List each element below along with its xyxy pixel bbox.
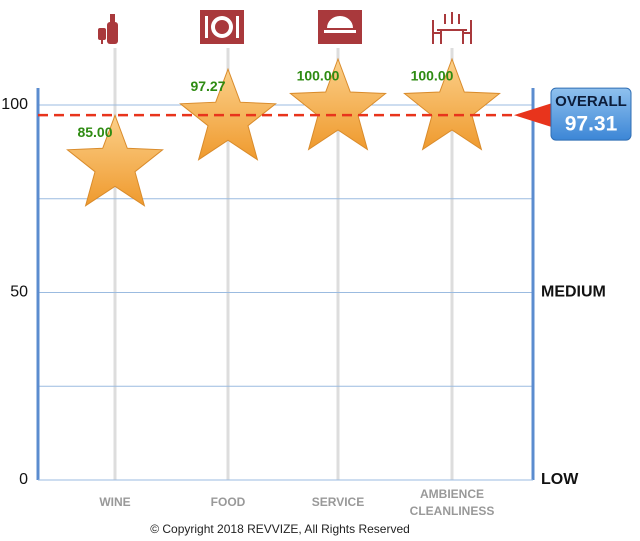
level-label: MEDIUM — [541, 284, 606, 301]
x-tick-label: FOOD — [211, 495, 246, 509]
x-tick-label: WINE — [99, 495, 130, 509]
star — [66, 113, 164, 207]
y-tick-label: 50 — [10, 284, 28, 301]
wine-glass-icon — [98, 28, 106, 40]
service-cloche — [327, 16, 353, 28]
level-label: LOW — [541, 471, 579, 488]
x-tick-label: CLEANLINESS — [410, 504, 495, 518]
y-tick-label: 100 — [1, 96, 28, 113]
overall-label: OVERALL — [555, 93, 627, 110]
food-plate-inner — [215, 20, 229, 34]
x-tick-label: SERVICE — [312, 495, 364, 509]
y-tick-label: 0 — [19, 471, 28, 488]
overall-pointer — [514, 103, 552, 128]
overall-value: 97.31 — [565, 113, 618, 136]
overall-box — [550, 87, 632, 141]
wine-bottle-neck — [110, 14, 115, 22]
category-icons — [98, 10, 472, 44]
wine-glass-stem — [101, 38, 103, 44]
star — [289, 57, 387, 151]
value-label: 100.00 — [297, 68, 340, 84]
food-knife — [236, 16, 239, 38]
ambience-icon — [432, 12, 472, 44]
wine-bottle-icon — [107, 22, 118, 44]
food-fork — [205, 16, 208, 38]
x-tick-label: AMBIENCE — [420, 487, 484, 501]
value-label: 100.00 — [411, 68, 454, 84]
star — [403, 57, 501, 151]
footer: © Copyright 2018 REVVIZE, All Rights Res… — [150, 522, 410, 536]
star — [179, 67, 277, 161]
value-label: 97.27 — [190, 78, 225, 94]
service-tray — [324, 30, 356, 33]
value-label: 85.00 — [77, 124, 112, 140]
